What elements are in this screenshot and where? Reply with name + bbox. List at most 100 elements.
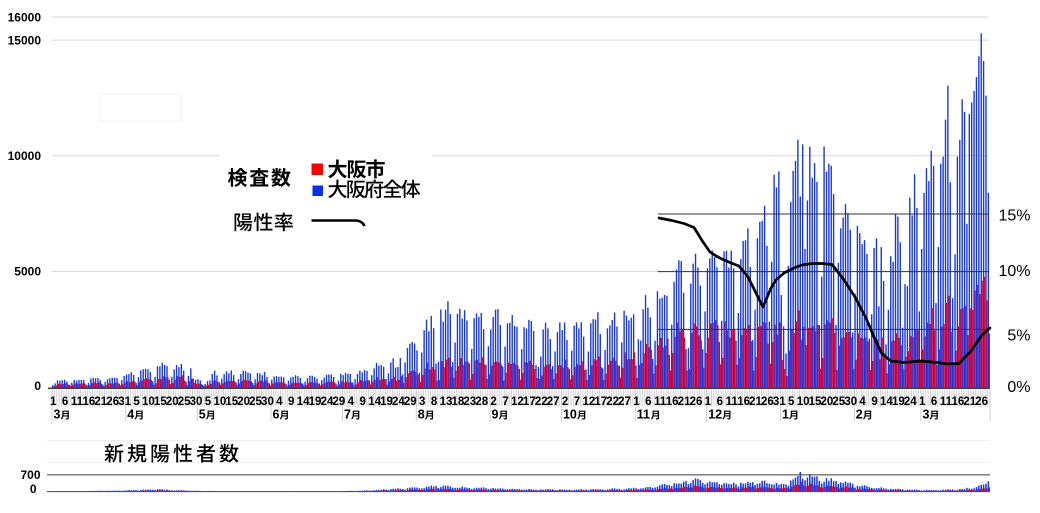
svg-text:28: 28 — [475, 396, 488, 408]
svg-text:6: 6 — [717, 396, 723, 408]
svg-text:6: 6 — [645, 396, 651, 408]
svg-text:8: 8 — [418, 408, 425, 422]
svg-text:6: 6 — [931, 396, 937, 408]
svg-text:16: 16 — [951, 396, 964, 408]
svg-text:5: 5 — [788, 396, 795, 408]
svg-text:21: 21 — [749, 396, 762, 408]
svg-text:31: 31 — [118, 396, 131, 408]
svg-text:12: 12 — [511, 396, 524, 408]
svg-text:2: 2 — [562, 396, 568, 408]
svg-text:12: 12 — [708, 408, 722, 422]
svg-text:14: 14 — [880, 396, 893, 408]
svg-text:5: 5 — [199, 408, 206, 422]
svg-text:10: 10 — [213, 396, 226, 408]
svg-text:3: 3 — [54, 408, 61, 422]
svg-text:3: 3 — [922, 408, 929, 422]
svg-text:21: 21 — [678, 396, 691, 408]
svg-text:25: 25 — [832, 396, 845, 408]
svg-text:27: 27 — [618, 396, 631, 408]
svg-text:17: 17 — [594, 396, 607, 408]
svg-text:24: 24 — [904, 396, 917, 408]
svg-text:4: 4 — [127, 408, 134, 422]
svg-text:11: 11 — [940, 396, 953, 408]
svg-text:10: 10 — [797, 396, 810, 408]
svg-text:2: 2 — [490, 396, 496, 408]
svg-text:25: 25 — [249, 396, 262, 408]
svg-text:11: 11 — [71, 396, 84, 408]
svg-text:15: 15 — [225, 396, 238, 408]
svg-text:26: 26 — [975, 396, 988, 408]
svg-text:25: 25 — [178, 396, 191, 408]
svg-text:9: 9 — [288, 396, 294, 408]
svg-text:26: 26 — [106, 396, 119, 408]
svg-text:12: 12 — [582, 396, 595, 408]
svg-text:16000: 16000 — [8, 10, 42, 24]
svg-text:29: 29 — [404, 396, 417, 408]
svg-text:9: 9 — [492, 408, 499, 422]
svg-text:30: 30 — [190, 396, 203, 408]
svg-text:700: 700 — [20, 468, 40, 482]
svg-text:0: 0 — [30, 482, 37, 496]
svg-text:26: 26 — [690, 396, 703, 408]
svg-text:24: 24 — [321, 396, 334, 408]
svg-text:20: 20 — [166, 396, 179, 408]
svg-text:31: 31 — [773, 396, 786, 408]
svg-text:20: 20 — [821, 396, 834, 408]
svg-text:4: 4 — [276, 396, 283, 408]
svg-text:13: 13 — [440, 396, 453, 408]
svg-text:20: 20 — [237, 396, 250, 408]
svg-text:6: 6 — [273, 408, 280, 422]
svg-text:4: 4 — [859, 396, 866, 408]
svg-text:30: 30 — [261, 396, 274, 408]
svg-text:1: 1 — [705, 396, 712, 408]
svg-text:18: 18 — [452, 396, 465, 408]
svg-text:4: 4 — [348, 396, 355, 408]
svg-text:19: 19 — [309, 396, 322, 408]
svg-text:5: 5 — [205, 396, 212, 408]
svg-text:10000: 10000 — [8, 149, 42, 163]
svg-text:29: 29 — [332, 396, 345, 408]
svg-text:9: 9 — [359, 396, 365, 408]
svg-text:1: 1 — [50, 396, 57, 408]
svg-text:15000: 15000 — [8, 33, 42, 47]
svg-text:11: 11 — [637, 408, 650, 422]
svg-text:26: 26 — [761, 396, 774, 408]
svg-text:24: 24 — [392, 396, 405, 408]
svg-text:21: 21 — [963, 396, 976, 408]
svg-text:3: 3 — [419, 396, 425, 408]
svg-text:5: 5 — [133, 396, 140, 408]
svg-text:10: 10 — [563, 408, 577, 422]
svg-text:15%: 15% — [998, 207, 1030, 224]
svg-text:7: 7 — [574, 396, 580, 408]
svg-text:1: 1 — [633, 396, 640, 408]
svg-text:11: 11 — [726, 396, 739, 408]
svg-text:14: 14 — [297, 396, 310, 408]
svg-text:21: 21 — [94, 396, 107, 408]
svg-text:16: 16 — [666, 396, 679, 408]
svg-text:9: 9 — [871, 396, 877, 408]
svg-text:15: 15 — [154, 396, 167, 408]
svg-text:23: 23 — [463, 396, 476, 408]
svg-text:5000: 5000 — [14, 265, 41, 279]
svg-text:27: 27 — [547, 396, 560, 408]
svg-text:2: 2 — [856, 408, 863, 422]
svg-text:22: 22 — [606, 396, 619, 408]
svg-text:5%: 5% — [1007, 328, 1030, 345]
svg-text:15: 15 — [809, 396, 822, 408]
svg-text:1: 1 — [782, 408, 789, 422]
svg-text:30: 30 — [844, 396, 857, 408]
svg-text:19: 19 — [892, 396, 905, 408]
svg-text:19: 19 — [380, 396, 393, 408]
svg-text:16: 16 — [737, 396, 750, 408]
svg-text:0: 0 — [34, 379, 41, 393]
svg-text:22: 22 — [535, 396, 548, 408]
svg-text:10%: 10% — [998, 263, 1030, 280]
svg-text:1: 1 — [919, 396, 926, 408]
svg-text:7: 7 — [344, 408, 351, 422]
svg-text:16: 16 — [83, 396, 96, 408]
svg-text:14: 14 — [368, 396, 381, 408]
svg-text:7: 7 — [502, 396, 508, 408]
svg-text:0%: 0% — [1007, 379, 1030, 396]
svg-text:10: 10 — [142, 396, 155, 408]
svg-text:17: 17 — [523, 396, 536, 408]
